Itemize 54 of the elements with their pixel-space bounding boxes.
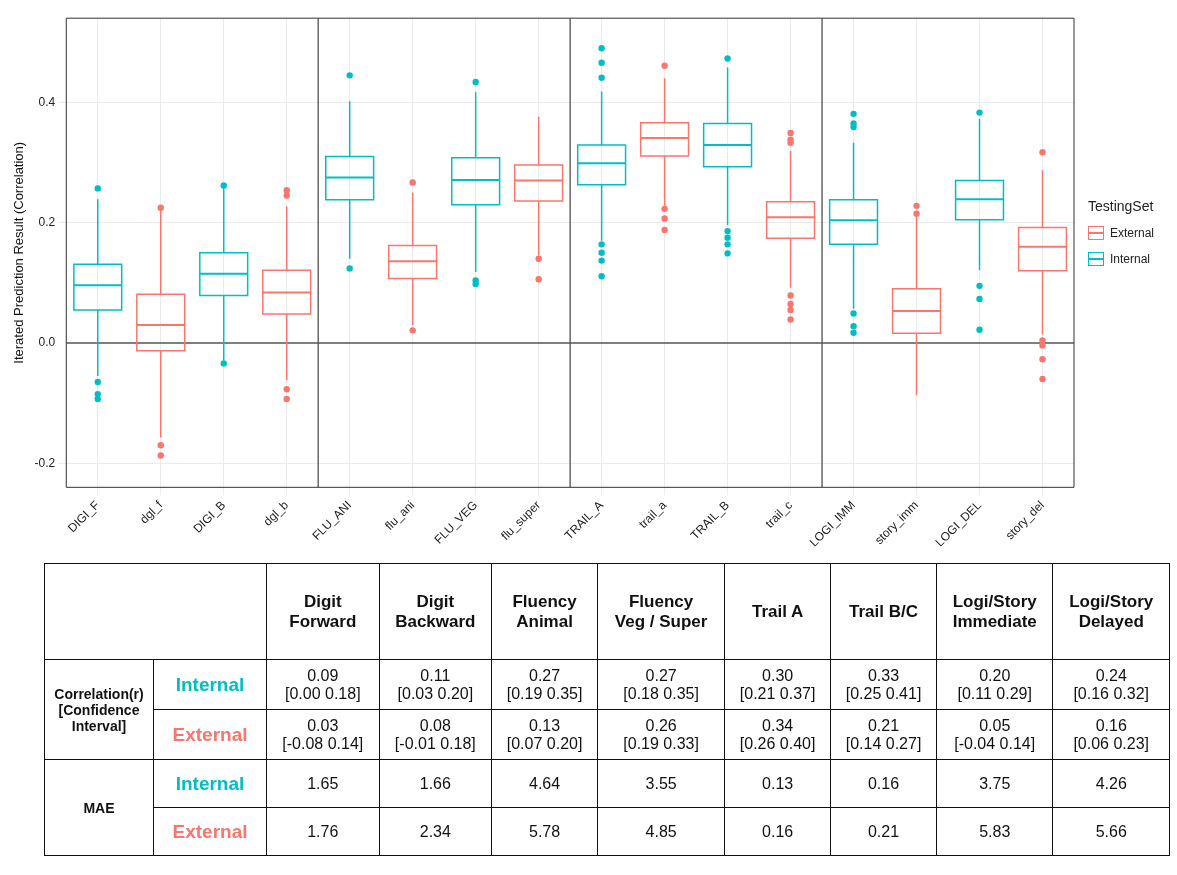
category-label: Logi/Story Immediate	[936, 563, 1053, 660]
text: 0.03 [-0.08 0.14]	[282, 716, 364, 752]
text: 0.16	[867, 774, 900, 792]
text: 0.26 [0.19 0.33]	[623, 716, 699, 752]
text: 4.85	[645, 822, 677, 840]
text: 5.78	[529, 822, 561, 840]
text: 0.13 [0.07 0.20]	[506, 716, 583, 752]
text: 3.75	[979, 774, 1011, 792]
category-label: Internal	[175, 772, 245, 794]
text: 0.09 [0.00 0.18]	[284, 666, 361, 702]
text: 1.76	[307, 822, 339, 840]
category-label: External	[172, 820, 248, 842]
y-tick-label: 0.0	[38, 335, 56, 350]
category-label: Internal	[175, 673, 245, 695]
y-tick-label: -0.2	[34, 455, 56, 470]
y-tick-label: 0.4	[38, 94, 56, 109]
category-label: External	[172, 723, 248, 745]
text: 3.55	[645, 774, 677, 792]
legend-label: External	[1110, 226, 1155, 240]
y-tick-label: 0.2	[38, 215, 56, 229]
text: MAE	[44, 759, 154, 856]
category-label: Fluency Veg / Super	[597, 563, 725, 660]
text: 2.34	[419, 822, 451, 840]
text: 0.05 [-0.04 0.14]	[954, 716, 1036, 752]
text: 0.27 [0.18 0.35]	[623, 666, 699, 702]
y-axis-title: Iterated Prediction Result (Correlation)	[11, 141, 27, 364]
category-label: Logi/Story Delayed	[1052, 563, 1170, 660]
category-label: Fluency Animal	[491, 563, 598, 660]
text: 0.27 [0.19 0.35]	[506, 666, 583, 702]
text: 5.66	[1095, 822, 1127, 840]
text: 0.11 [0.03 0.20]	[397, 666, 474, 702]
text: 0.16 [0.06 0.23]	[1073, 716, 1150, 752]
text: 0.24 [0.16 0.32]	[1073, 666, 1150, 702]
text: 0.34 [0.26 0.40]	[739, 716, 816, 752]
text: 0.33 [0.25 0.41]	[845, 666, 922, 702]
category-label: Trail A	[724, 563, 831, 660]
text: 0.21 [0.14 0.27]	[845, 716, 922, 752]
text: 0.08 [-0.01 0.18]	[394, 716, 476, 752]
text: Correlation(r) [Confidence Interval]	[44, 659, 154, 760]
text: 5.83	[979, 822, 1011, 840]
text: 0.21	[867, 822, 900, 840]
text: 0.30 [0.21 0.37]	[739, 666, 816, 702]
legend-label: Internal	[1110, 252, 1151, 266]
category-label: Digit Backward	[379, 563, 492, 660]
legend-title: TestingSet	[1088, 198, 1155, 214]
text: 0.13	[762, 774, 794, 792]
text: 0.20 [0.11 0.29]	[957, 666, 1032, 702]
text: 1.65	[307, 774, 339, 792]
text: 4.64	[529, 774, 561, 792]
text: 1.66	[419, 774, 451, 792]
text: 4.26	[1095, 774, 1127, 792]
category-label: Trail B/C	[830, 563, 937, 660]
text: 0.16	[762, 822, 794, 840]
category-label: Digit Forward	[266, 563, 380, 660]
